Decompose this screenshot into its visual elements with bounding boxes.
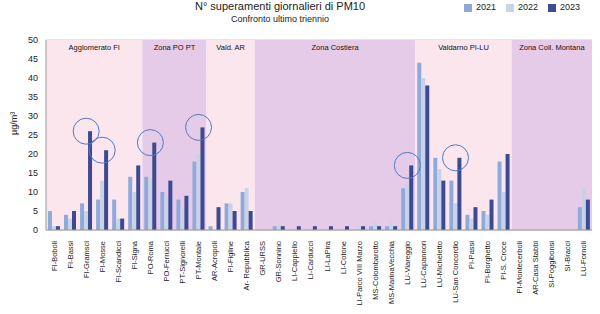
svg-text:LU-Fornoli: LU-Fornoli — [579, 241, 588, 276]
svg-text:20: 20 — [28, 149, 38, 159]
svg-text:0: 0 — [33, 225, 38, 235]
svg-text:FI-Gramsci: FI-Gramsci — [82, 241, 91, 278]
svg-text:FI-Bassi: FI-Bassi — [66, 241, 75, 269]
svg-text:LI-LaPira: LI-LaPira — [323, 240, 332, 271]
svg-text:FI-Boboli: FI-Boboli — [50, 241, 59, 271]
svg-text:Zona Coll. Montana: Zona Coll. Montana — [519, 43, 585, 52]
svg-text:FI-Mosse: FI-Mosse — [98, 241, 107, 272]
svg-text:LI-Cotone: LI-Cotone — [339, 241, 348, 274]
svg-text:MS-MarinaVecchia: MS-MarinaVecchia — [387, 240, 396, 304]
svg-text:FI-Figline: FI-Figline — [226, 241, 235, 272]
svg-text:LU-San Concordio: LU-San Concordio — [451, 241, 460, 303]
svg-text:LI-Parco VIII Marzo: LI-Parco VIII Marzo — [355, 241, 364, 306]
svg-text:PO-Ferrucci: PO-Ferrucci — [162, 241, 171, 282]
svg-text:Vald. AR: Vald. AR — [216, 43, 245, 52]
html-text:2022: 2022 — [517, 2, 538, 12]
html-text:2021: 2021 — [475, 2, 496, 12]
svg-text:40: 40 — [28, 73, 38, 83]
svg-text:MS-Colombarotto: MS-Colombarotto — [371, 241, 380, 300]
svg-text:Ar- Repubblica: Ar- Repubblica — [242, 240, 251, 290]
svg-text:10: 10 — [28, 187, 38, 197]
svg-text:Agglomerato FI: Agglomerato FI — [69, 43, 120, 52]
svg-text:LU-Viareggio: LU-Viareggio — [403, 241, 412, 285]
svg-text:Zona PO PT: Zona PO PT — [154, 43, 196, 52]
svg-text:PI-S. Croce: PI-S. Croce — [499, 241, 508, 280]
svg-text:GR-URSS: GR-URSS — [258, 241, 267, 276]
html-text:N° superamenti giornalieri di: N° superamenti giornalieri di PM10 — [195, 0, 365, 12]
svg-text:LI-Cappiello: LI-Cappiello — [290, 241, 299, 281]
svg-text:LI-Carducci: LI-Carducci — [306, 241, 315, 280]
svg-text:PI-Borghetto: PI-Borghetto — [483, 241, 492, 283]
svg-text:SI-Bracci: SI-Bracci — [563, 241, 572, 272]
svg-text:35: 35 — [28, 92, 38, 102]
svg-text:GR-Sonnino: GR-Sonnino — [274, 241, 283, 282]
html-text:Confronto ultimo triennio: Confronto ultimo triennio — [231, 14, 329, 24]
svg-text:PO-Roma: PO-Roma — [146, 240, 155, 274]
svg-text:50: 50 — [28, 35, 38, 45]
svg-text:PI-Montecerboli: PI-Montecerboli — [515, 241, 524, 294]
svg-text:5: 5 — [33, 206, 38, 216]
svg-text:AR-Casa Stabbi: AR-Casa Stabbi — [531, 241, 540, 295]
svg-text:30: 30 — [28, 111, 38, 121]
svg-text:FI-Signa: FI-Signa — [130, 240, 139, 269]
svg-text:Valdarno PI-LU: Valdarno PI-LU — [438, 43, 489, 52]
html-text:2023: 2023 — [560, 2, 580, 12]
svg-text:Zona Costiera: Zona Costiera — [312, 43, 360, 52]
svg-text:AR-Acropoli: AR-Acropoli — [210, 241, 219, 281]
svg-text:15: 15 — [28, 168, 38, 178]
svg-text:LU-Capannori: LU-Capannori — [419, 241, 428, 288]
svg-text:FI-Scandicci: FI-Scandicci — [114, 241, 123, 283]
svg-text:SI-Poggibonsi: SI-Poggibonsi — [547, 241, 556, 288]
svg-text:PT-Signorelli: PT-Signorelli — [178, 241, 187, 284]
svg-text:PT-Montale: PT-Montale — [194, 241, 203, 279]
svg-text:25: 25 — [28, 130, 38, 140]
svg-text:µg/m³: µg/m³ — [9, 112, 19, 135]
svg-text:45: 45 — [28, 54, 38, 64]
svg-text:PI-Passi: PI-Passi — [467, 241, 476, 269]
svg-text:LU-Micheletto: LU-Micheletto — [435, 241, 444, 287]
